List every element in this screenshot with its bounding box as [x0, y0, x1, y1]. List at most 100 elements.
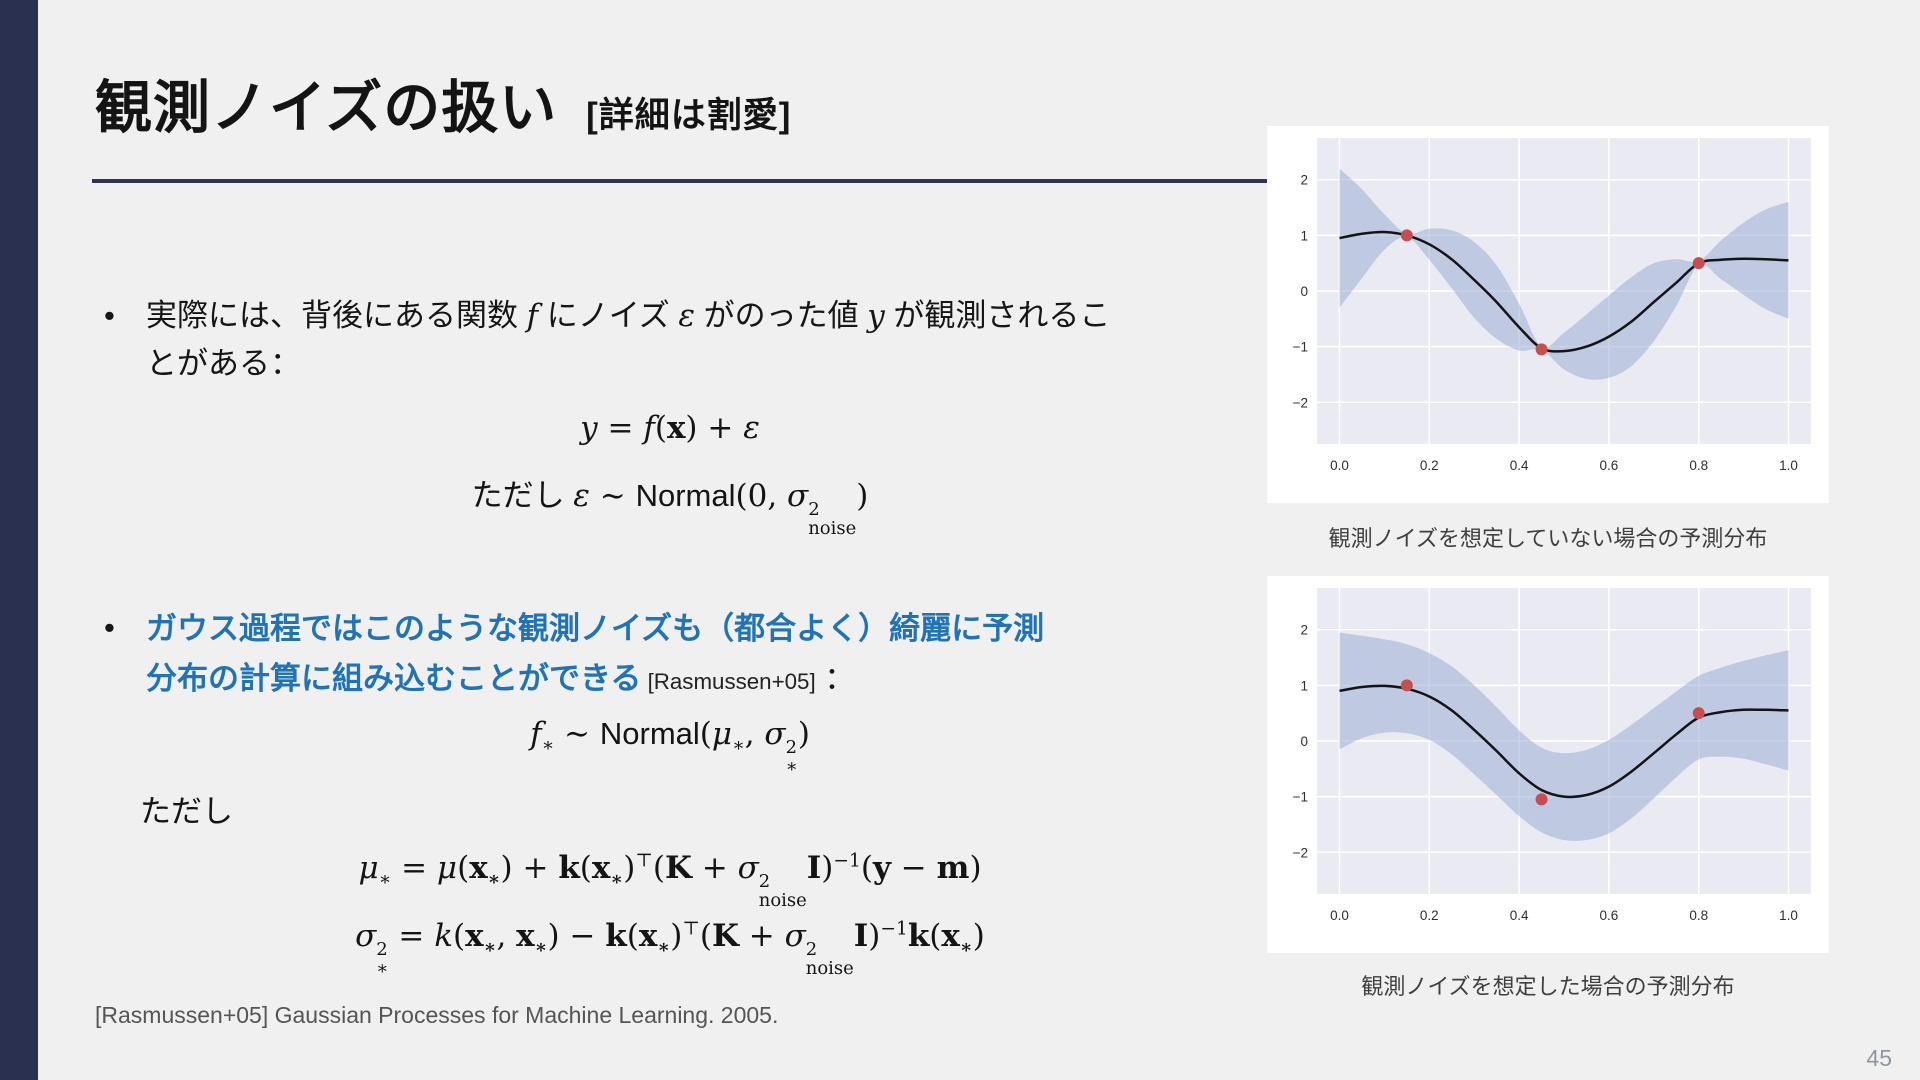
svg-text:0.6: 0.6: [1600, 458, 1619, 473]
math-token: ) +: [685, 410, 744, 446]
math-token: x∗: [465, 918, 497, 959]
math-token: x: [666, 410, 686, 446]
math-token: (: [699, 918, 712, 954]
math-token: σ 2 noise: [784, 918, 854, 979]
math-token: σ 2 ∗: [764, 716, 798, 777]
math-token: k: [558, 850, 580, 886]
gp-plot-no-noise: 0.0 0.2 0.4 0.6 0.8 1.0 −2 −1 0 1 2: [1293, 138, 1811, 473]
formula-observation-model: y = f(x) + ε: [95, 410, 1245, 446]
math-token: Normal: [635, 478, 736, 513]
math-token: )−1: [821, 850, 861, 886]
math-token: (: [457, 850, 470, 886]
math-token: x∗: [638, 918, 671, 959]
math-token: +: [738, 918, 785, 954]
math-token: k: [907, 918, 930, 954]
math-token: f∗: [530, 716, 555, 757]
slide-title-suffix: [詳細は割愛]: [586, 96, 792, 135]
math-token: m: [936, 850, 970, 886]
math-token: =: [597, 410, 644, 446]
formula-predictive-variance: σ 2 ∗ = k(x∗, x∗) − k(x∗)⊤(K + σ 2 noise I)−1…: [95, 918, 1245, 979]
math-token: σ 2 noise: [787, 478, 857, 539]
svg-text:0.2: 0.2: [1420, 908, 1439, 923]
left-accent-bar: [0, 0, 38, 1080]
math-token: =: [391, 850, 437, 886]
math-token: ,: [496, 918, 517, 954]
math-token: x∗: [591, 850, 624, 891]
math-token: ): [972, 918, 985, 954]
svg-text:0.6: 0.6: [1600, 908, 1619, 923]
math-token: (: [699, 716, 712, 752]
bullet-gp-noise-incorporation: • ガウス過程ではこのような観測ノイズも（都合よく）綺麗に予測分布の計算に組み込…: [104, 604, 1046, 703]
math-token: =: [388, 918, 435, 954]
math-token: (: [860, 850, 873, 886]
chart-card-with-noise: 0.0 0.2 0.4 0.6 0.8 1.0 −2 −1 0 1 2: [1267, 576, 1829, 953]
math-token: (: [453, 918, 466, 954]
math-token: K: [711, 918, 739, 954]
math-token: (: [626, 918, 639, 954]
bullet-observation-noise: • 実際には、背後にある関数 f にノイズ ε がのった値 y が観測されること…: [104, 292, 1111, 388]
math-token: )⊤: [623, 850, 653, 886]
math-token: ): [797, 716, 810, 752]
svg-text:0: 0: [1300, 734, 1308, 749]
svg-text:0.0: 0.0: [1330, 458, 1349, 473]
math-token: I: [806, 850, 822, 886]
svg-text:−1: −1: [1293, 790, 1308, 805]
formula-predictive-distribution: f∗ ∼ Normal(μ∗, σ 2 ∗): [95, 716, 1245, 777]
gp-plot-with-noise: 0.0 0.2 0.4 0.6 0.8 1.0 −2 −1 0 1 2: [1293, 588, 1811, 923]
math-token: +: [691, 850, 738, 886]
math-token: [Rasmussen+05]: [641, 668, 816, 694]
math-token: k: [605, 918, 627, 954]
math-token: (: [579, 850, 592, 886]
svg-text:1: 1: [1300, 228, 1308, 243]
confidence-band: [1339, 168, 1789, 380]
page-number: 45: [1866, 1045, 1892, 1071]
svg-text:0.4: 0.4: [1510, 908, 1529, 923]
math-token: ) −: [547, 918, 606, 954]
math-token: ,: [744, 716, 765, 752]
bullet2-text: ガウス過程ではこのような観測ノイズも（都合よく）綺麗に予測分布の計算に組み込むこ…: [146, 604, 1046, 703]
slide-title: 観測ノイズの扱い [詳細は割愛]: [95, 62, 791, 144]
svg-text:0.8: 0.8: [1689, 908, 1708, 923]
chart-caption-with-noise: 観測ノイズを想定した場合の予測分布: [1361, 974, 1735, 999]
svg-text:1.0: 1.0: [1779, 458, 1798, 473]
svg-text:−2: −2: [1293, 395, 1308, 410]
math-token: (: [929, 918, 942, 954]
svg-text:2: 2: [1300, 623, 1308, 638]
svg-text:1.0: 1.0: [1779, 908, 1798, 923]
bullet1-text: 実際には、背後にある関数 f にノイズ ε がのった値 y が観測されることがあ…: [146, 292, 1111, 388]
observation-points: [1400, 679, 1705, 806]
math-token: ただし: [471, 478, 574, 513]
mean-line: [1339, 230, 1789, 353]
bullet-marker: •: [104, 298, 115, 333]
svg-text:0.2: 0.2: [1420, 458, 1439, 473]
confidence-band: [1339, 632, 1789, 841]
math-token: σ 2 noise: [737, 850, 807, 911]
math-token: にノイズ: [538, 298, 679, 333]
math-token: ) +: [500, 850, 559, 886]
formula-predictive-mean: μ∗ = μ(x∗) + k(x∗)⊤(K + σ 2 noise I)−1(y − …: [95, 850, 1245, 911]
reference-citation: [Rasmussen+05] Gaussian Processes for Ma…: [95, 1002, 779, 1028]
math-token: Normal: [599, 716, 700, 751]
tick-labels: 0.0 0.2 0.4 0.6 0.8 1.0 −2 −1 0 1 2: [1293, 623, 1798, 923]
math-token: ：: [815, 660, 856, 696]
tick-labels: 0.0 0.2 0.4 0.6 0.8 1.0 −2 −1 0 1 2: [1293, 173, 1798, 473]
chart-card-no-noise: 0.0 0.2 0.4 0.6 0.8 1.0 −2 −1 0 1 2: [1267, 126, 1829, 503]
math-token: がのった値: [695, 298, 868, 333]
bullet-marker: •: [104, 610, 115, 645]
math-token: σ 2 ∗: [355, 918, 389, 979]
tadashi-label: ただし: [140, 794, 233, 829]
math-token: )−1: [868, 918, 908, 954]
svg-text:0.4: 0.4: [1510, 458, 1529, 473]
math-token: (: [652, 850, 665, 886]
formula-noise-distribution: ただし ε ∼ Normal(0, σ 2 noise): [95, 470, 1245, 539]
math-token: ∼: [589, 478, 636, 514]
math-token: μ∗: [358, 850, 392, 891]
math-token: ∼: [554, 716, 600, 752]
math-token: ): [856, 478, 869, 514]
math-token: ε: [573, 478, 590, 514]
chart-caption-no-noise: 観測ノイズを想定していない場合の予測分布: [1328, 526, 1768, 551]
math-token: 実際には、背後にある関数: [146, 298, 527, 333]
svg-text:2: 2: [1300, 173, 1308, 188]
math-token: f: [526, 298, 539, 334]
